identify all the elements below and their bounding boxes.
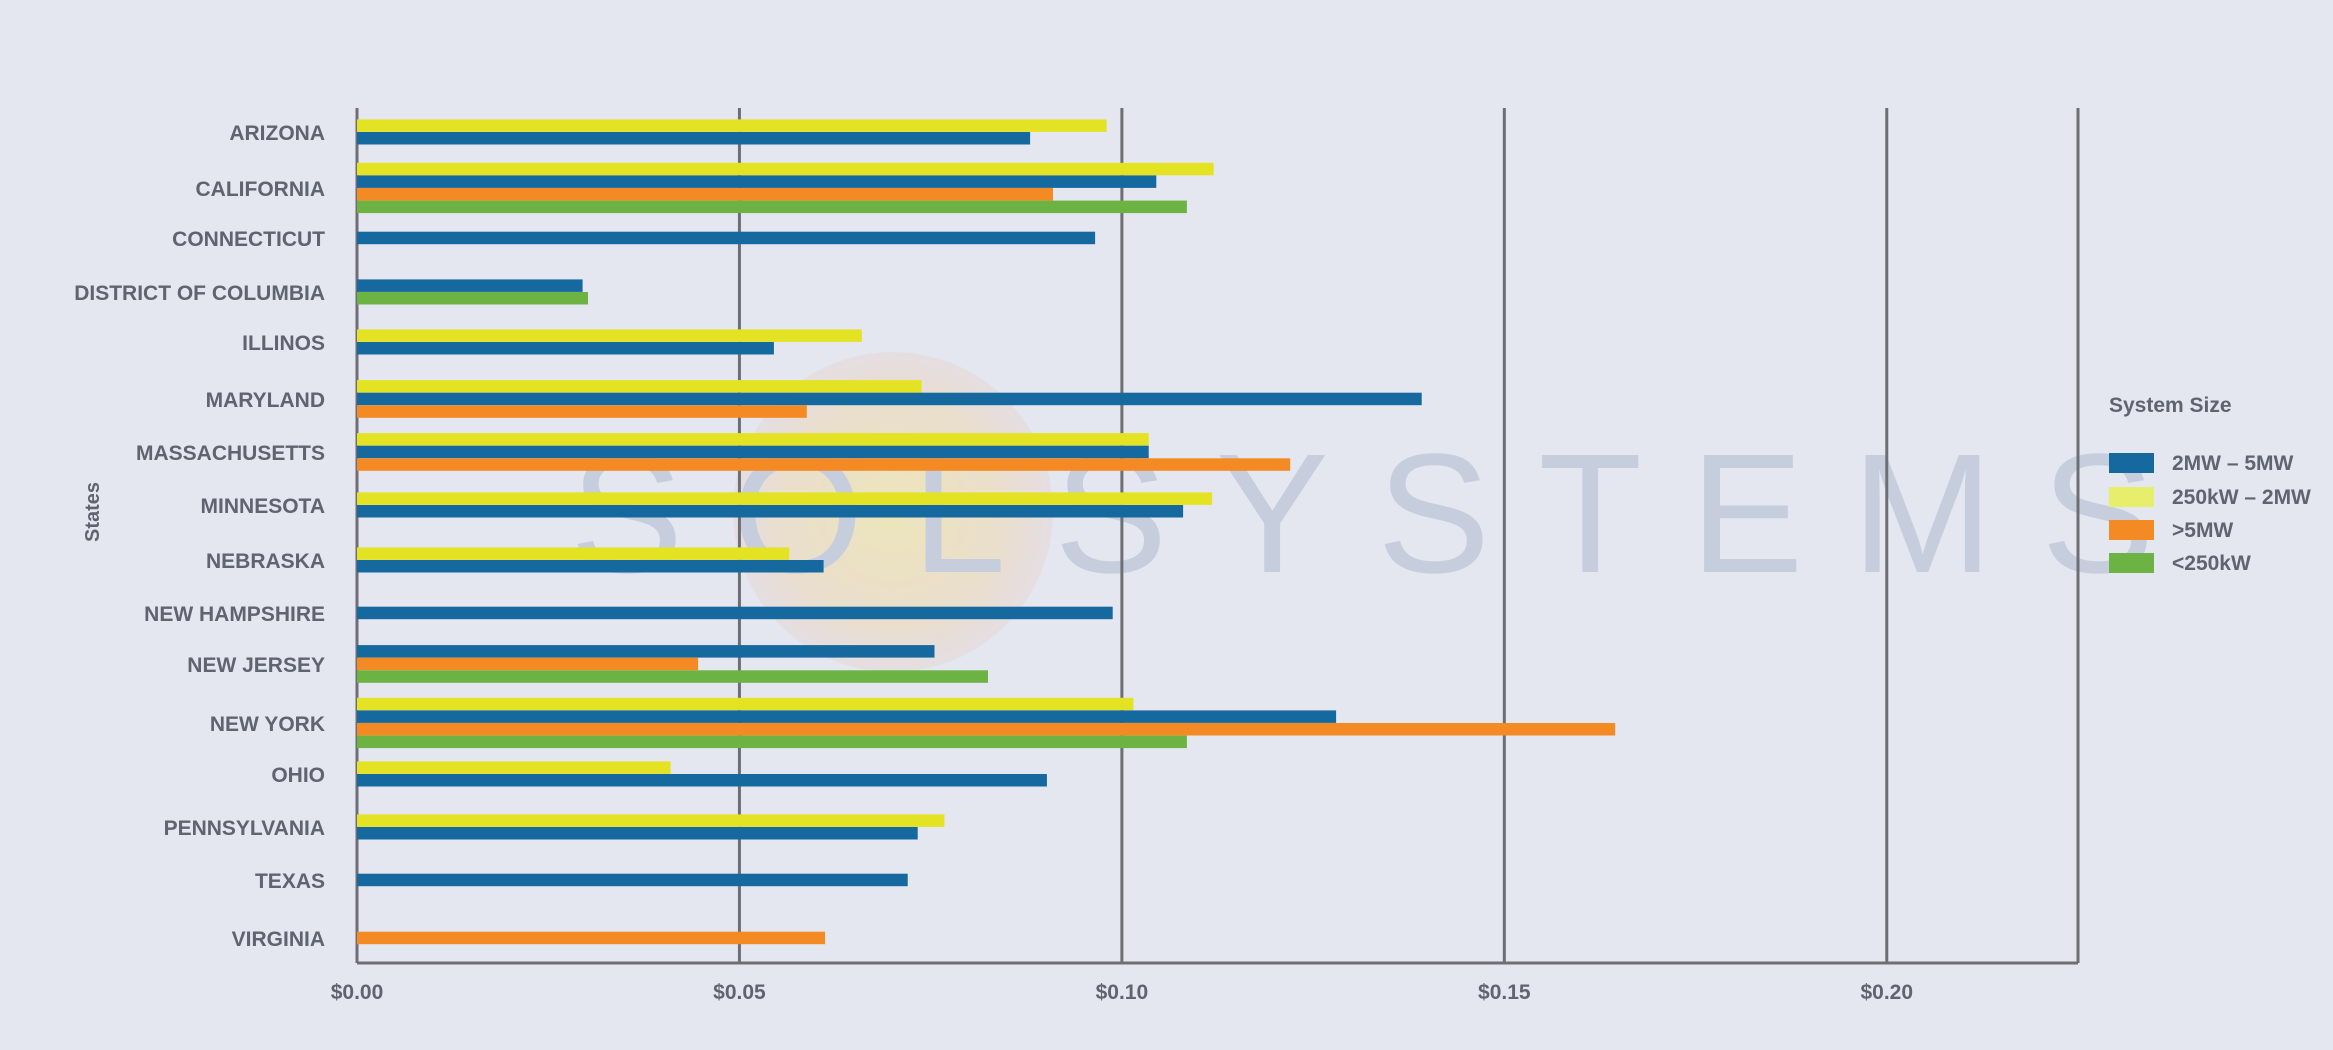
bar [357, 132, 1031, 145]
category-label: NEW YORK [210, 713, 325, 736]
category-label: CONNECTICUT [172, 228, 325, 251]
bar [357, 445, 1149, 459]
legend-label: 2MW – 5MW [2172, 452, 2294, 475]
category-label: MARYLAND [206, 389, 325, 412]
bar [357, 710, 1337, 723]
bar [357, 380, 922, 393]
bar [357, 188, 1053, 201]
category-label: DISTRICT OF COLUMBIA [74, 282, 325, 305]
bar [357, 873, 908, 887]
category-labels: ARIZONA CALIFORNIA CONNECTICUT DISTRICT OF … [74, 122, 325, 951]
bar [357, 342, 774, 355]
category-label: TEXAS [255, 870, 325, 893]
y-axis-title: States [82, 482, 104, 542]
bar [357, 560, 824, 573]
bar [357, 735, 1187, 749]
legend: System Size 2MW – 5MW 250kW – 2MW >5MW <250… [2109, 394, 2311, 575]
category-label: VIRGINIA [232, 928, 325, 951]
bar [357, 697, 1134, 711]
bar [357, 774, 1047, 787]
x-tick-label: $0.10 [1096, 981, 1149, 1004]
x-tick-labels: $0.00 $0.05 $0.10 $0.15 $0.20 [331, 981, 1913, 1004]
bar [357, 606, 1113, 620]
bar [357, 433, 1149, 446]
category-label: NEW HAMPSHIRE [144, 603, 325, 626]
bars [357, 119, 1616, 945]
bar [357, 392, 1422, 406]
bar [357, 723, 1616, 736]
category-label: OHIO [271, 764, 325, 787]
bar [357, 670, 988, 683]
legend-label: 250kW – 2MW [2172, 486, 2311, 509]
x-tick-label: $0.05 [713, 981, 766, 1004]
category-label: MASSACHUSETTS [136, 442, 325, 465]
bar [357, 814, 945, 827]
bar [357, 119, 1107, 132]
x-tick-label: $0.15 [1478, 981, 1531, 1004]
bar [357, 231, 1096, 245]
category-label: CALIFORNIA [196, 178, 326, 201]
bar [357, 505, 1184, 518]
legend-label: <250kW [2172, 552, 2251, 575]
x-tick-label: $0.00 [331, 981, 384, 1004]
category-label: ARIZONA [229, 122, 325, 145]
category-label: ILLINOS [242, 332, 325, 355]
bar [357, 292, 588, 305]
legend-title: System Size [2109, 394, 2232, 417]
category-label: MINNESOTA [201, 495, 325, 518]
category-label: NEW JERSEY [187, 654, 325, 677]
bar [357, 175, 1157, 188]
legend-label: >5MW [2172, 519, 2233, 542]
bar [357, 492, 1213, 505]
bar [357, 931, 826, 945]
bar [357, 162, 1214, 176]
bar [357, 645, 935, 658]
bar [357, 279, 583, 292]
x-tick-label: $0.20 [1860, 981, 1913, 1004]
bar [357, 329, 862, 342]
legend-swatch [2109, 520, 2154, 540]
category-label: NEBRASKA [206, 550, 325, 573]
bar [357, 827, 918, 840]
bar [357, 405, 807, 418]
legend-swatch [2109, 487, 2154, 507]
legend-swatch [2109, 553, 2154, 573]
bar [357, 761, 671, 774]
legend-swatch [2109, 453, 2154, 473]
bar [357, 200, 1187, 214]
category-label: PENNSYLVANIA [164, 817, 325, 840]
bar [357, 547, 790, 560]
bar [357, 458, 1291, 471]
bar [357, 657, 699, 671]
